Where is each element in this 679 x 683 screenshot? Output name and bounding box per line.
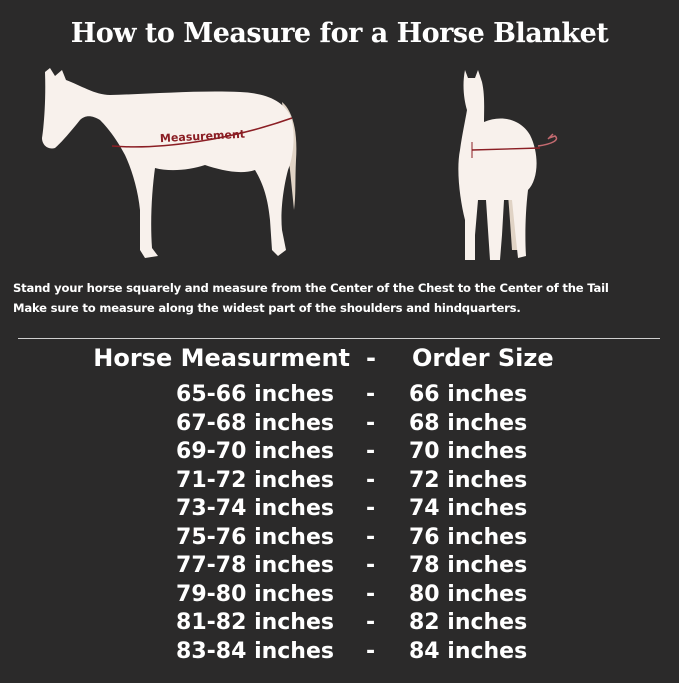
- horse-measurement-cell: 67-68 inches: [176, 410, 334, 436]
- size-table-row: 65-66 inches - 66 inches: [0, 382, 679, 410]
- measurement-line: [111, 117, 293, 148]
- horse-measurement-cell: 77-78 inches: [176, 553, 334, 578]
- separator-cell: -: [366, 467, 376, 493]
- size-table-row: 67-68 inches - 68 inches: [0, 411, 679, 439]
- header-order-size: Order Size: [412, 344, 554, 372]
- page-title: How to Measure for a Horse Blanket: [70, 18, 609, 49]
- separator-cell: -: [366, 610, 376, 635]
- size-table-row: 73-74 inches - 74 inches: [0, 496, 679, 524]
- horse-measurement-cell: 71-72 inches: [176, 467, 334, 493]
- order-size-cell: 72 inches: [409, 467, 528, 493]
- horse-measurement-cell: 83-84 inches: [176, 638, 334, 664]
- order-size-cell: 74 inches: [409, 496, 528, 521]
- divider: [18, 338, 660, 339]
- instruction-line-2: Make sure to measure along the widest pa…: [13, 301, 521, 315]
- separator-cell: -: [366, 581, 376, 607]
- wrap-arrow-icon: [537, 133, 558, 147]
- separator-cell: -: [366, 496, 376, 521]
- order-size-cell: 78 inches: [409, 553, 528, 578]
- size-table-row: 77-78 inches - 78 inches: [0, 553, 679, 581]
- size-table-row: 69-70 inches - 70 inches: [0, 439, 679, 467]
- order-size-cell: 76 inches: [409, 524, 528, 550]
- separator-cell: -: [366, 382, 376, 407]
- horse-measurement-diagram: Measurement: [42, 68, 558, 260]
- order-size-cell: 80 inches: [409, 581, 528, 607]
- front-view-horse-illustration: [458, 70, 558, 260]
- horse-measurement-cell: 65-66 inches: [176, 382, 334, 407]
- horse-measurement-cell: 81-82 inches: [176, 610, 334, 635]
- size-table-row: 83-84 inches - 84 inches: [0, 639, 679, 667]
- side-view-horse-illustration: Measurement: [42, 68, 297, 258]
- separator-cell: -: [366, 638, 376, 664]
- horse-measurement-cell: 79-80 inches: [176, 581, 334, 607]
- size-table-row: 71-72 inches - 72 inches: [0, 468, 679, 496]
- instruction-line-1: Stand your horse squarely and measure fr…: [13, 281, 609, 295]
- order-size-cell: 84 inches: [409, 638, 528, 664]
- order-size-cell: 70 inches: [409, 439, 528, 464]
- header-horse-measurement: Horse Measurment: [93, 344, 350, 372]
- order-size-cell: 68 inches: [409, 410, 528, 436]
- size-table-header: Horse Measurment - Order Size: [0, 344, 679, 372]
- horse-measurement-cell: 73-74 inches: [176, 496, 334, 521]
- separator-cell: -: [366, 410, 376, 436]
- measurement-label: Measurement: [160, 128, 246, 145]
- header-separator: -: [366, 344, 376, 372]
- separator-cell: -: [366, 553, 376, 578]
- size-table-row: 81-82 inches - 82 inches: [0, 610, 679, 638]
- separator-cell: -: [366, 439, 376, 464]
- size-table-row: 75-76 inches - 76 inches: [0, 525, 679, 553]
- order-size-cell: 82 inches: [409, 610, 528, 635]
- order-size-cell: 66 inches: [409, 382, 528, 407]
- horse-measurement-cell: 69-70 inches: [176, 439, 334, 464]
- separator-cell: -: [366, 524, 376, 550]
- horse-measurement-cell: 75-76 inches: [176, 524, 334, 550]
- size-table-row: 79-80 inches - 80 inches: [0, 582, 679, 610]
